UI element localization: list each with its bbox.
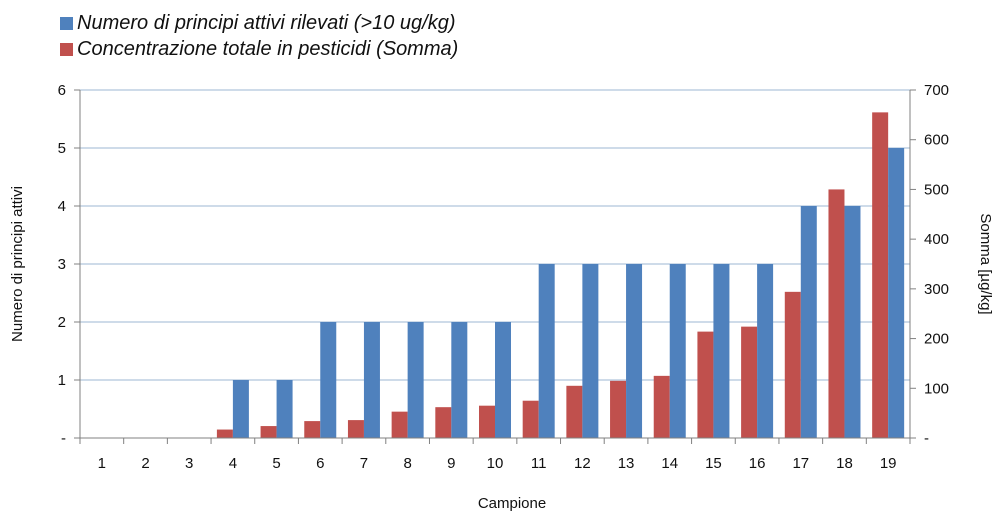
legend-item-sum: Concentrazione totale in pesticidi (Somm… xyxy=(60,36,458,62)
bar-sum xyxy=(522,400,539,438)
y2-tick-label: 400 xyxy=(924,231,949,248)
bar-count xyxy=(276,380,293,438)
legend: Numero di principi attivi rilevati (>10 … xyxy=(60,10,458,62)
bars xyxy=(216,112,905,438)
x-tick-label: 19 xyxy=(880,455,897,472)
bar-sum xyxy=(479,405,495,438)
bar-sum xyxy=(391,411,408,438)
y2-tick-label: 700 xyxy=(924,82,949,99)
y-tick-label: 2 xyxy=(58,314,66,331)
x-tick-label: 11 xyxy=(531,455,547,472)
bar-sum xyxy=(697,331,714,438)
bar-sum xyxy=(828,189,845,438)
bar-sum xyxy=(435,407,452,438)
x-tick-label: 4 xyxy=(229,455,237,472)
bar-count xyxy=(451,322,468,438)
bar-count xyxy=(800,206,817,438)
y-tick-label: 6 xyxy=(58,82,66,99)
legend-swatch-sum xyxy=(60,42,73,56)
bar-count xyxy=(320,322,337,438)
bar-sum xyxy=(784,291,801,438)
y-tick-label: 1 xyxy=(58,372,66,389)
x-tick-label: 14 xyxy=(661,455,678,472)
bar-count xyxy=(757,264,774,438)
bar-sum xyxy=(347,420,364,438)
x-tick-label: 15 xyxy=(705,455,722,472)
y2-tick-label: 100 xyxy=(924,380,949,397)
bar-sum xyxy=(741,326,758,438)
y-tick-label: 4 xyxy=(58,198,66,215)
y2-tick-label: 300 xyxy=(924,281,949,298)
legend-item-count: Numero di principi attivi rilevati (>10 … xyxy=(60,10,458,36)
bar-sum xyxy=(304,421,321,438)
x-tick-label: 2 xyxy=(141,455,149,472)
bar-count xyxy=(495,322,511,438)
y-tick-label: - xyxy=(61,430,66,447)
x-axis-title: Campione xyxy=(478,495,546,512)
x-tick-label: 1 xyxy=(98,455,106,472)
y2-tick-label: 500 xyxy=(924,181,949,198)
legend-label-count: Numero di principi attivi rilevati (>10 … xyxy=(77,11,456,34)
bar-sum xyxy=(872,112,889,438)
x-tick-label: 6 xyxy=(316,455,324,472)
legend-label-sum: Concentrazione totale in pesticidi (Somm… xyxy=(77,37,459,60)
bar-count xyxy=(232,380,249,438)
bar-count xyxy=(407,322,424,438)
x-tick-label: 9 xyxy=(447,455,455,472)
legend-swatch-count xyxy=(60,16,73,30)
bar-count xyxy=(582,264,599,438)
y2-tick-label: 200 xyxy=(924,331,949,348)
x-tick-label: 3 xyxy=(185,455,193,472)
x-tick-label: 16 xyxy=(749,455,766,472)
bar-sum xyxy=(260,426,277,438)
bar-sum xyxy=(216,429,233,438)
bar-count xyxy=(363,322,380,438)
bar-count xyxy=(844,206,861,438)
bar-count xyxy=(888,148,905,438)
bar-count xyxy=(713,264,730,438)
x-tick-label: 17 xyxy=(792,455,809,472)
x-tick-label: 10 xyxy=(487,455,504,472)
x-tick-label: 7 xyxy=(360,455,368,472)
y2-axis-title: Somma [µg/kg] xyxy=(977,213,994,314)
y2-tick-label: 600 xyxy=(924,132,949,149)
bar-count xyxy=(626,264,643,438)
x-tick-label: 18 xyxy=(836,455,853,472)
y-axis-title: Numero di principi attivi xyxy=(9,186,26,342)
y-tick-label: 5 xyxy=(58,140,66,157)
y-tick-label: 3 xyxy=(58,256,66,273)
bar-count xyxy=(669,264,686,438)
x-tick-label: 13 xyxy=(618,455,635,472)
x-tick-label: 5 xyxy=(272,455,280,472)
bar-count xyxy=(538,264,555,438)
bar-sum xyxy=(566,385,583,438)
y2-tick-label: - xyxy=(924,430,929,447)
x-tick-label: 12 xyxy=(574,455,591,472)
bar-sum xyxy=(653,375,670,438)
x-tick-label: 8 xyxy=(403,455,411,472)
bar-sum xyxy=(610,380,627,438)
